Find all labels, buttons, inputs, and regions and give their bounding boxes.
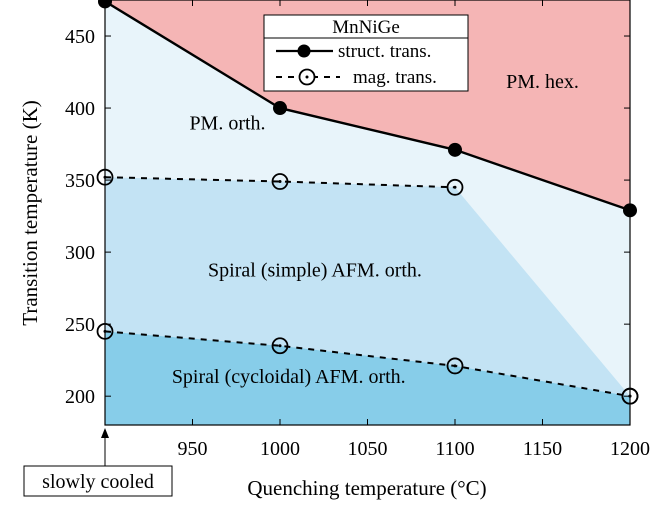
x-tick-label: 1100 bbox=[435, 438, 474, 460]
annotation-text: slowly cooled bbox=[42, 471, 154, 493]
region-pm-hex bbox=[105, 0, 630, 211]
mag-trans-point bbox=[621, 387, 639, 405]
mag-trans-point bbox=[446, 178, 464, 196]
x-tick-label: 1050 bbox=[348, 438, 388, 460]
y-axis-label: Transition temperature (K) bbox=[18, 100, 42, 326]
region-spiral-cycloidal bbox=[105, 331, 630, 425]
region-label-1: PM. orth. bbox=[189, 113, 265, 135]
struct-trans-point bbox=[273, 101, 287, 116]
x-tick-label: 1150 bbox=[523, 438, 562, 460]
region-pm-orth bbox=[105, 1, 630, 397]
annotation-arrowhead bbox=[101, 428, 109, 438]
mag-trans-point bbox=[446, 357, 464, 375]
legend-entry-mag: mag. trans. bbox=[353, 67, 437, 88]
series-line-mag-lower bbox=[105, 330, 630, 398]
mag-trans-point-dot bbox=[628, 394, 632, 398]
legend-entry-struct: struct. trans. bbox=[338, 41, 431, 62]
mag-trans-point bbox=[96, 322, 114, 340]
region-spiral-simple bbox=[105, 177, 630, 397]
mag-trans-point-dot bbox=[278, 180, 282, 184]
x-tick-label: 950 bbox=[178, 438, 208, 460]
mag-trans-point bbox=[96, 168, 114, 186]
mag-trans-point-dot bbox=[103, 329, 107, 333]
region-label-2: Spiral (simple) AFM. orth. bbox=[208, 260, 422, 282]
y-tick-label: 300 bbox=[65, 242, 95, 264]
legend-title: MnNiGe bbox=[332, 17, 400, 38]
slowly-cooled-annotation: slowly cooled bbox=[23, 428, 173, 497]
x-axis-label: Quenching temperature (°C) bbox=[247, 476, 486, 500]
axis-ticks: 950 1000 1050 1100 1150 1200 200 250 300 350 400 45… bbox=[65, 0, 650, 460]
annotation-box bbox=[23, 465, 173, 497]
data-markers bbox=[96, 0, 639, 405]
struct-trans-point bbox=[98, 0, 112, 9]
y-tick-label: 350 bbox=[65, 170, 95, 192]
series-lines bbox=[105, 0, 630, 398]
region-label-3: Spiral (cycloidal) AFM. orth. bbox=[172, 366, 406, 388]
mag-trans-point-dot bbox=[453, 185, 457, 189]
x-tick-label: 1000 bbox=[260, 438, 300, 460]
x-tick-label: 1200 bbox=[610, 438, 650, 460]
mag-trans-point-dot bbox=[103, 175, 107, 179]
legend: MnNiGe struct. trans. mag. trans. bbox=[263, 14, 469, 92]
struct-trans-point bbox=[623, 203, 637, 218]
mag-trans-point-dot bbox=[278, 344, 282, 348]
series-line-struct bbox=[105, 0, 630, 212]
phase-regions bbox=[105, 0, 630, 425]
region-label-0: PM. hex. bbox=[506, 71, 579, 93]
legend-marker-struct bbox=[297, 44, 311, 58]
series-line-mag-upper bbox=[105, 176, 456, 189]
y-tick-label: 250 bbox=[65, 314, 95, 336]
mag-trans-point bbox=[271, 173, 289, 190]
struct-trans-point bbox=[448, 142, 462, 157]
y-tick-label: 400 bbox=[65, 98, 95, 120]
mag-trans-point bbox=[271, 337, 289, 355]
mag-trans-point-dot bbox=[453, 364, 457, 368]
region-labels: PM. hex. PM. orth. Spiral (simple) AFM. or… bbox=[172, 71, 579, 388]
legend-marker-mag-dot bbox=[305, 75, 309, 79]
y-tick-label: 450 bbox=[65, 26, 95, 48]
y-tick-label: 200 bbox=[65, 386, 95, 408]
